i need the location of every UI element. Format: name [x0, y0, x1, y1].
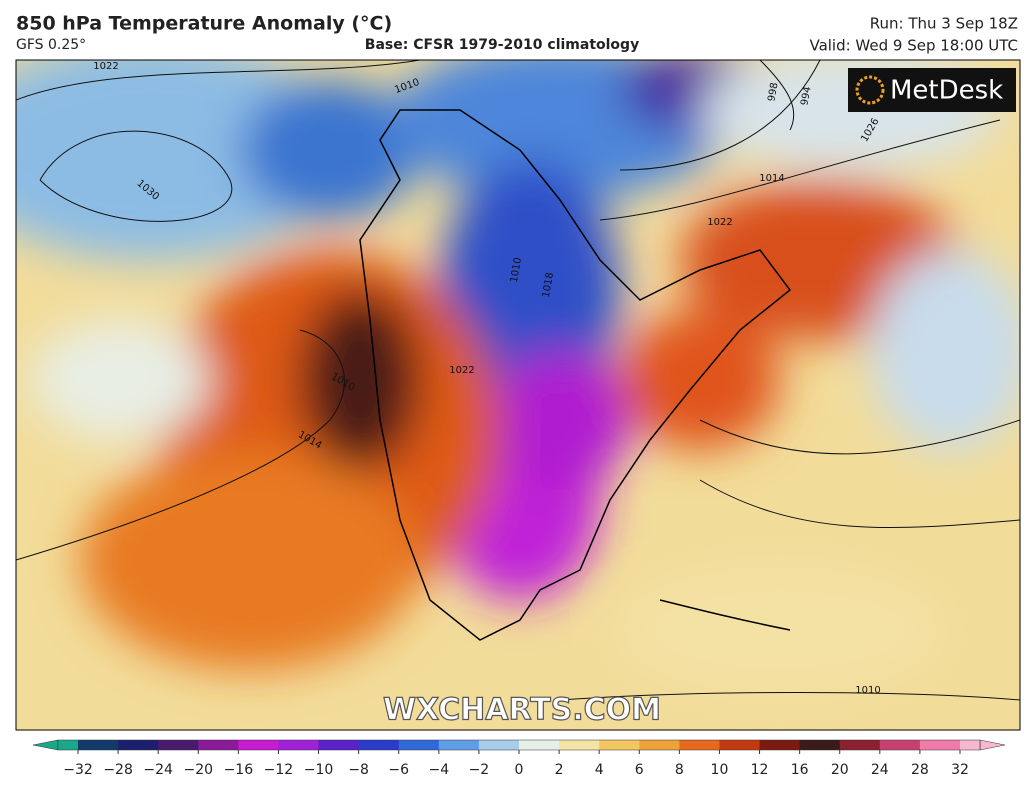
isobar-label: 1022: [449, 365, 474, 376]
colorbar-segment: [78, 740, 119, 750]
colorbar-tick-label: −10: [304, 762, 334, 778]
colorbar-segment: [198, 740, 239, 750]
isobar-label: 1014: [759, 173, 784, 184]
logo-icon: [855, 75, 885, 105]
isobar-label: 1010: [855, 685, 880, 696]
colorbar-segment: [438, 740, 480, 750]
valid: Valid: Wed 9 Sep 18:00 UTC: [809, 37, 1018, 55]
colorbar-tick-label: 24: [871, 762, 889, 778]
colorbar-segment: [158, 740, 199, 750]
colorbar-segment: [679, 740, 720, 750]
colorbar-tick-label: 16: [791, 762, 809, 778]
colorbar-tick-label: 2: [555, 762, 564, 778]
colorbar-arrow: [32, 739, 59, 751]
colorbar-tick-label: −20: [183, 762, 213, 778]
colorbar-tick-label: 32: [951, 762, 969, 778]
colorbar-segment: [478, 740, 520, 750]
colorbar-segment: [278, 740, 320, 750]
colorbar-segment: [879, 740, 921, 750]
colorbar-segment: [318, 740, 360, 750]
isobar-label: 998: [766, 82, 780, 103]
colorbar-segment: [759, 740, 801, 750]
colorbar-tick-label: −12: [264, 762, 294, 778]
logo: MetDesk: [890, 76, 1003, 106]
map: [16, 60, 1020, 730]
run: Run: Thu 3 Sep 18Z: [870, 15, 1018, 33]
isobar-label: 1018: [541, 272, 556, 299]
colorbar-tick-label: 0: [515, 762, 524, 778]
colorbar-tick-label: −16: [224, 762, 254, 778]
colorbar-tick-label: −4: [428, 762, 449, 778]
colorbar-tick-label: 4: [595, 762, 604, 778]
colorbar-segment: [358, 740, 400, 750]
colorbar-segment: [599, 740, 640, 750]
model: GFS 0.25°: [16, 37, 86, 53]
colorbar-segment: [519, 740, 560, 750]
isobar-label: 994: [799, 86, 813, 107]
colorbar-tick-label: 8: [675, 762, 684, 778]
colorbar-tick-label: 6: [635, 762, 644, 778]
title: 850 hPa Temperature Anomaly (°C): [16, 13, 392, 35]
colorbar-tick-label: 10: [711, 762, 729, 778]
colorbar-tick-label: 20: [831, 762, 849, 778]
isobar-label: 1022: [93, 61, 118, 72]
colorbar-tick-label: 28: [911, 762, 929, 778]
isobar-label: 1010: [509, 257, 524, 284]
colorbar-tick-label: −32: [63, 762, 93, 778]
colorbar-segment: [238, 740, 279, 750]
colorbar-segment: [799, 740, 841, 750]
colorbar-tick-label: −8: [348, 762, 369, 778]
colorbar-tick-label: −28: [103, 762, 133, 778]
logo-box: [848, 68, 1016, 112]
colorbar-segment: [960, 740, 981, 750]
colorbar-tick-label: −6: [388, 762, 409, 778]
watermark: WXCHARTS.COM: [383, 693, 661, 728]
colorbar-segment: [57, 740, 78, 750]
colorbar-tick-label: 12: [751, 762, 769, 778]
colorbar-tick-label: −2: [469, 762, 490, 778]
base: Base: CFSR 1979-2010 climatology: [365, 37, 639, 53]
colorbar-segment: [118, 740, 159, 750]
isobar-label: 1022: [707, 217, 732, 228]
colorbar-segment: [559, 740, 600, 750]
colorbar-segment: [639, 740, 680, 750]
colorbar-tick-label: −24: [143, 762, 173, 778]
colorbar-segment: [719, 740, 761, 750]
colorbar-segment: [919, 740, 961, 750]
colorbar-arrow: [979, 739, 1006, 751]
colorbar-segment: [398, 740, 440, 750]
colorbar-segment: [839, 740, 881, 750]
map-frame: [15, 59, 1021, 731]
